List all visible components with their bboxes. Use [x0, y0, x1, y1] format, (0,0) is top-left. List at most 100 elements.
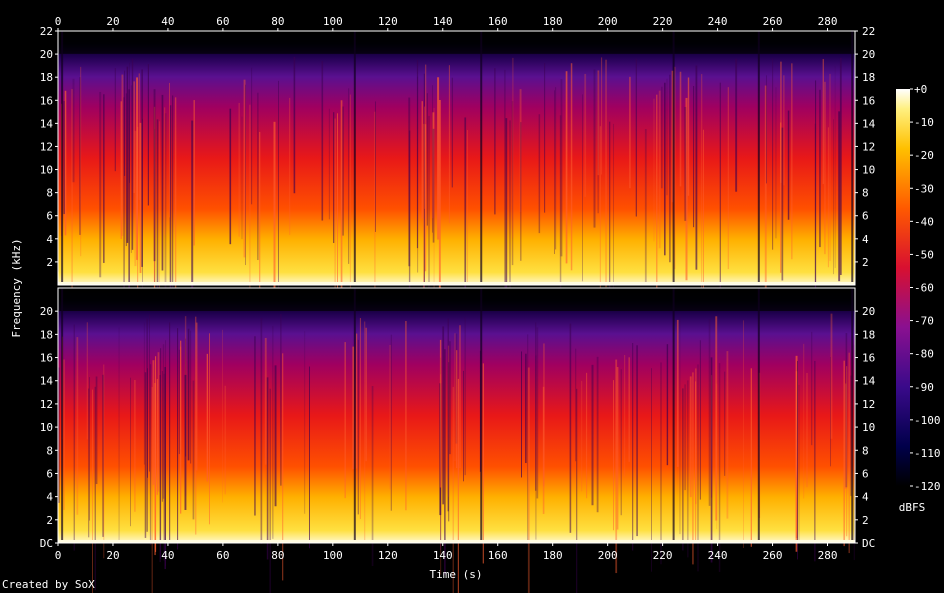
transient-streak — [157, 352, 160, 492]
transient-streak — [159, 121, 160, 292]
transient-streak — [129, 62, 130, 183]
transient-streak — [653, 98, 655, 242]
x-tick-label: 100 — [323, 15, 343, 28]
dropout-line — [480, 288, 483, 543]
transient-streak — [457, 378, 459, 593]
transient-streak — [162, 344, 165, 499]
transient-streak — [120, 101, 122, 240]
transient-streak — [684, 106, 687, 221]
transient-streak — [839, 57, 842, 276]
y-tick-label: 20 — [40, 305, 53, 318]
transient-streak — [364, 321, 366, 543]
transient-streak — [161, 371, 163, 502]
transient-streak — [772, 58, 774, 250]
transient-streak — [775, 87, 777, 239]
colorbar-tick-label: -80 — [914, 348, 934, 361]
transient-streak — [191, 120, 194, 330]
transient-streak — [254, 336, 256, 516]
transient-streak — [750, 368, 752, 547]
transient-streak — [535, 355, 537, 540]
transient-streak — [375, 101, 376, 232]
x-tick-label: 280 — [818, 549, 838, 562]
transient-streak — [273, 121, 276, 342]
transient-streak — [424, 106, 426, 209]
dropout-line — [353, 31, 356, 285]
transient-streak — [151, 387, 153, 593]
transient-streak — [432, 128, 435, 243]
colorbar-tick-label: -70 — [914, 315, 934, 328]
colorbar-tick-label: -10 — [914, 116, 934, 129]
transient-streak — [180, 340, 182, 514]
transient-streak — [795, 371, 798, 539]
y-tick-label: 18 — [862, 328, 875, 341]
transient-streak — [147, 368, 148, 478]
transient-streak — [153, 89, 156, 262]
transient-streak — [94, 386, 96, 591]
transient-streak — [815, 80, 817, 288]
x-tick-label: 20 — [106, 15, 119, 28]
transient-streak — [251, 67, 253, 205]
transient-streak — [822, 59, 824, 185]
x-tick-label: 220 — [653, 549, 673, 562]
transient-streak — [71, 89, 73, 288]
x-tick-label: 40 — [161, 549, 174, 562]
transient-streak — [569, 323, 572, 533]
transient-streak — [819, 89, 821, 248]
transient-streak — [613, 123, 614, 311]
transient-streak — [596, 356, 599, 513]
x-tick-label: 60 — [216, 549, 229, 562]
transient-streak — [597, 71, 599, 214]
dropout-line — [851, 31, 854, 285]
dc-band — [58, 282, 855, 285]
y-tick-label: 18 — [862, 71, 875, 84]
transient-streak — [125, 93, 127, 247]
transient-streak — [467, 129, 468, 285]
transient-streak — [72, 78, 75, 183]
transient-streak — [511, 101, 514, 266]
x-tick-label: 120 — [378, 549, 398, 562]
transient-streak — [695, 381, 697, 542]
x-tick-label: 280 — [818, 15, 838, 28]
transient-streak — [359, 318, 361, 520]
transient-streak — [374, 111, 376, 338]
dropout-line — [757, 288, 760, 543]
colorbar-tick-label: -30 — [914, 182, 934, 195]
transient-streak — [130, 85, 132, 253]
transient-streak — [357, 339, 359, 515]
y-tick-label: 16 — [40, 352, 53, 365]
transient-streak — [421, 101, 423, 219]
transient-streak — [661, 86, 663, 189]
transient-streak — [174, 97, 177, 312]
transient-streak — [710, 357, 713, 563]
transient-streak — [334, 118, 336, 289]
y-tick-label: 16 — [862, 94, 875, 107]
transient-streak — [352, 346, 355, 470]
transient-streak — [666, 78, 668, 196]
x-tick-label: 220 — [653, 15, 673, 28]
y-tick-label: 6 — [862, 467, 869, 480]
colorbar-tick-label: -40 — [914, 215, 934, 228]
transient-streak — [601, 57, 603, 175]
dropout-line — [672, 31, 675, 285]
transient-streak — [439, 339, 442, 488]
transient-streak — [520, 122, 522, 261]
colorbar-label: dBFS — [899, 501, 926, 514]
x-tick-label: 140 — [433, 15, 453, 28]
dropout-line — [672, 288, 675, 543]
transient-streak — [797, 360, 798, 560]
transient-streak — [829, 73, 831, 262]
transient-streak — [163, 373, 166, 561]
transient-streak — [699, 340, 701, 500]
transient-streak — [834, 65, 836, 268]
y-tick-label: 8 — [46, 187, 53, 200]
y-tick-label: 12 — [40, 140, 53, 153]
transient-streak — [463, 370, 464, 482]
high-frequency-band — [58, 288, 855, 311]
transient-streak — [155, 356, 157, 552]
transient-streak — [293, 56, 296, 194]
transient-streak — [121, 74, 124, 236]
transient-streak — [597, 70, 600, 176]
transient-streak — [543, 343, 545, 487]
transient-streak — [79, 77, 81, 235]
